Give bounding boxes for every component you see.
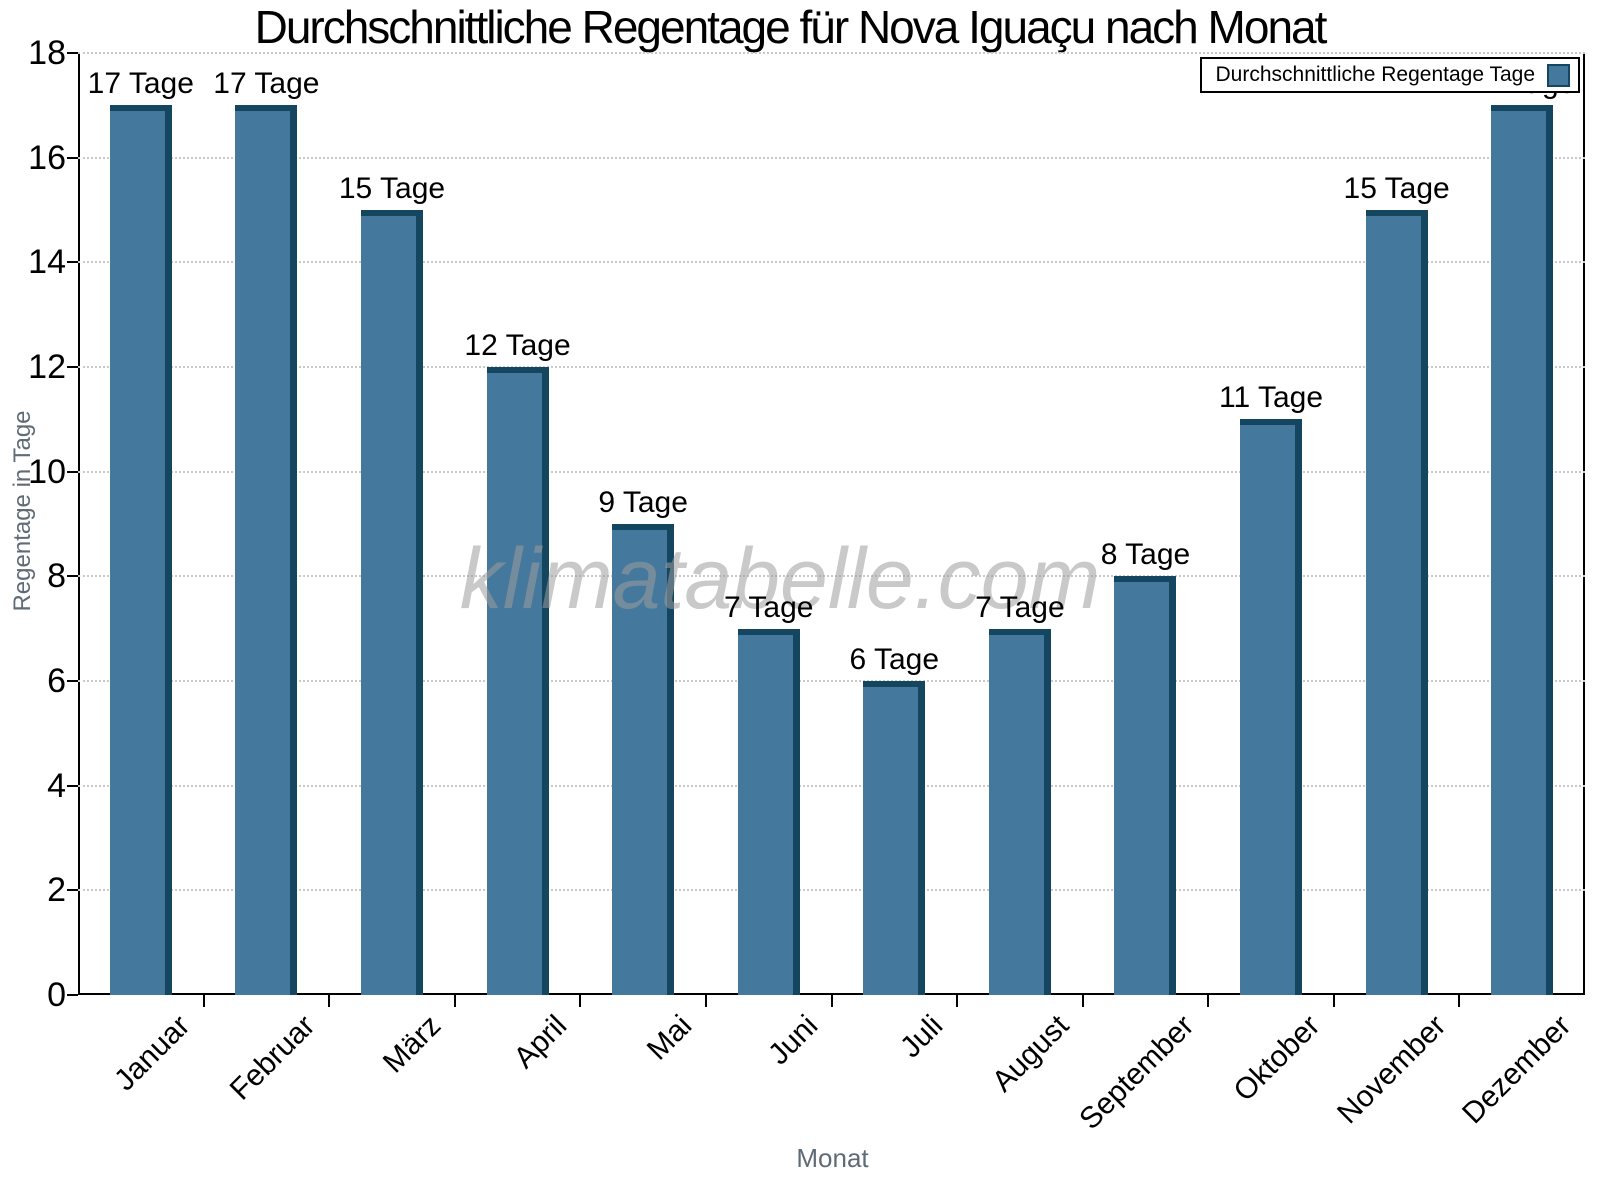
x-axis-tick xyxy=(704,995,707,1007)
bar-value-label: 17 Tage xyxy=(87,67,194,101)
bar-value-label: 9 Tage xyxy=(598,486,688,519)
x-axis-tick xyxy=(1332,995,1335,1007)
y-axis-tick xyxy=(67,994,78,996)
x-axis-tick xyxy=(830,995,833,1007)
bar-value-label: 17 Tage xyxy=(213,67,320,101)
y-tick-label: 0 xyxy=(47,976,66,1014)
gridline-y-4 xyxy=(78,784,1585,787)
y-tick-label: 2 xyxy=(47,871,66,910)
x-axis-title: Monat xyxy=(796,1143,869,1173)
bar-juni xyxy=(737,628,800,995)
gridline-y-12 xyxy=(78,366,1585,368)
y-axis-tick xyxy=(67,261,78,264)
gridline-y-10 xyxy=(78,470,1585,473)
y-tick-label: 4 xyxy=(47,766,66,805)
bar-value-label: 7 Tage xyxy=(723,590,814,624)
y-tick-label: 8 xyxy=(47,557,66,596)
plot-area xyxy=(78,53,1585,995)
chart-title: Durchschnittliche Regentage für Nova Igu… xyxy=(254,1,1328,53)
y-tick-label: 18 xyxy=(28,34,66,72)
y-axis-tick xyxy=(67,156,78,159)
y-axis-tick xyxy=(67,889,78,892)
x-axis-tick xyxy=(453,995,456,1007)
bar-value-label: 15 Tage xyxy=(338,172,446,205)
y-axis-tick xyxy=(67,366,78,368)
bar-value-label: 12 Tage xyxy=(464,329,571,362)
bar-juli xyxy=(863,681,926,995)
y-tick-label: 10 xyxy=(28,452,66,491)
bar-value-label: 11 Tage xyxy=(1219,381,1324,415)
legend-swatch-icon xyxy=(1547,63,1570,87)
bar-value-label: 8 Tage xyxy=(1100,538,1191,572)
bar-value-label: 6 Tage xyxy=(849,643,940,676)
bar-oktober xyxy=(1240,419,1303,995)
gridline-y-2 xyxy=(78,889,1585,892)
gridline-y-16 xyxy=(78,156,1585,159)
y-tick-label: 12 xyxy=(28,348,66,386)
y-tick-label: 14 xyxy=(28,243,66,282)
x-axis-tick xyxy=(1207,995,1210,1007)
gridline-y-14 xyxy=(78,261,1585,264)
legend: Durchschnittliche Regentage Tage xyxy=(1199,57,1580,93)
legend-label: Durchschnittliche Regentage Tage xyxy=(1215,63,1535,86)
gridline-y-6 xyxy=(78,680,1585,682)
x-axis-tick xyxy=(328,995,331,1007)
bar-märz xyxy=(360,210,423,995)
bar-november xyxy=(1365,210,1428,995)
y-tick-label: 6 xyxy=(47,662,66,700)
bar-value-label: 15 Tage xyxy=(1343,172,1450,205)
bar-dezember xyxy=(1491,105,1554,995)
y-axis-tick xyxy=(67,575,78,578)
gridline-y-18 xyxy=(78,52,1585,54)
y-axis-tick xyxy=(67,52,78,54)
bar-februar xyxy=(235,105,298,995)
bar-september xyxy=(1114,576,1177,995)
bar-april xyxy=(486,367,549,995)
gridline-y-8 xyxy=(78,575,1585,578)
x-axis-tick xyxy=(579,995,582,1007)
y-tick-label: 16 xyxy=(28,138,66,177)
x-axis-tick xyxy=(202,995,205,1007)
x-axis-tick xyxy=(956,995,959,1007)
y-axis-tick xyxy=(67,680,78,682)
bar-august xyxy=(988,628,1051,995)
x-axis-tick xyxy=(1081,995,1084,1007)
y-axis-tick xyxy=(67,784,78,787)
x-axis-tick xyxy=(1458,995,1461,1007)
bar-januar xyxy=(109,105,172,995)
bar-mai xyxy=(612,524,675,995)
y-axis-tick xyxy=(67,470,78,473)
bar-value-label: 7 Tage xyxy=(975,590,1065,624)
